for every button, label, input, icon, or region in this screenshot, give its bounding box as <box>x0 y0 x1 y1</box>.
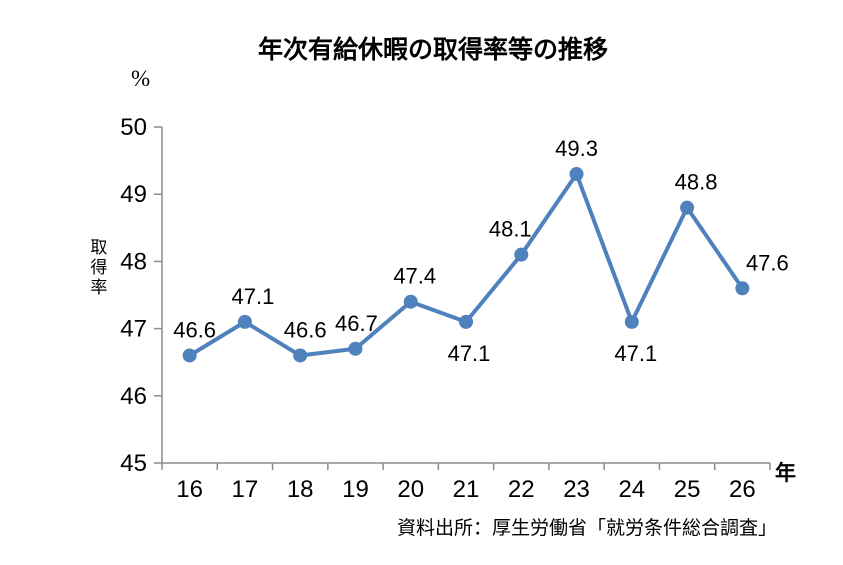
x-axis-tick-label: 25 <box>674 476 701 503</box>
data-label: 48.1 <box>489 217 532 242</box>
y-axis-title: 取得率 <box>87 238 107 298</box>
x-axis-tick-label: 23 <box>563 476 590 503</box>
x-axis-tick-label: 17 <box>232 476 259 503</box>
x-axis-tick-label: 24 <box>618 476 645 503</box>
data-label: 47.4 <box>393 264 436 289</box>
data-label: 47.6 <box>746 250 789 275</box>
x-axis-tick-label: 26 <box>729 476 756 503</box>
data-label: 46.7 <box>335 311 378 336</box>
data-label: 47.1 <box>448 341 491 366</box>
x-axis-tick-label: 21 <box>453 476 480 503</box>
y-axis-unit-label: % <box>131 66 151 91</box>
x-axis-tick-label: 18 <box>287 476 314 503</box>
y-axis-tick-label: 47 <box>120 316 147 343</box>
data-point <box>293 348 308 363</box>
data-point <box>182 348 197 363</box>
data-label: 49.3 <box>555 136 598 161</box>
data-point <box>459 314 473 329</box>
data-point <box>735 281 750 296</box>
x-axis-tick-label: 16 <box>176 476 203 503</box>
data-label: 46.6 <box>173 317 216 342</box>
data-point <box>403 294 418 309</box>
data-label: 47.1 <box>231 284 274 309</box>
y-axis-tick-label: 45 <box>120 450 147 477</box>
x-axis-tick-label: 19 <box>342 476 369 503</box>
data-point <box>624 314 639 329</box>
y-axis-tick-label: 50 <box>120 114 147 141</box>
x-axis-tick-label: 22 <box>508 476 535 503</box>
x-axis-unit-label: 年 <box>775 462 796 485</box>
data-label: 47.1 <box>614 341 657 366</box>
data-point <box>680 200 695 215</box>
source-caption: 資料出所：厚生労働省「就労条件総合調査」 <box>397 518 778 539</box>
y-axis-tick-label: 48 <box>120 248 147 275</box>
data-point <box>569 167 584 182</box>
chart-title: 年次有給休暇の取得率等の推移 <box>257 36 609 64</box>
data-label: 48.8 <box>675 170 718 195</box>
y-axis-tick-label: 49 <box>120 181 147 208</box>
data-point <box>514 247 529 262</box>
data-label: 46.6 <box>284 317 327 342</box>
y-axis-tick-label: 46 <box>120 383 147 410</box>
data-point <box>348 341 363 356</box>
x-axis-tick-label: 20 <box>397 476 424 503</box>
data-point <box>237 314 252 329</box>
